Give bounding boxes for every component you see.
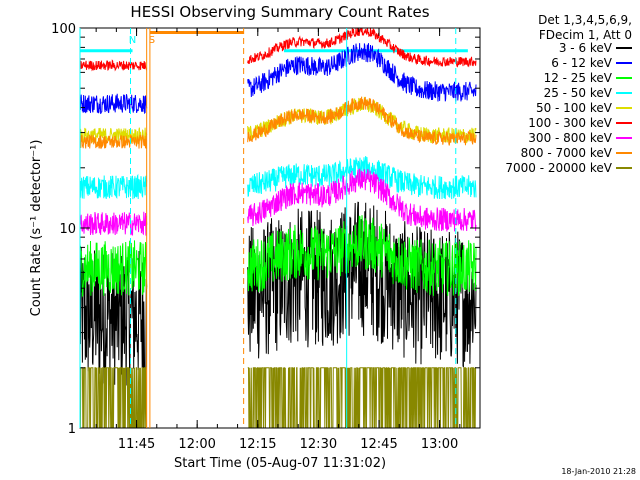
series-800-7000-kev-part-2 [247,96,477,146]
y-tick-label-1: 1 [68,422,76,437]
x-tick-label-4: 12:30 [300,437,337,452]
series-7000-20000-kev-part-1 [80,367,147,428]
legend-entry-6: 100 - 300 keV [528,116,612,130]
legend-entry-1: 3 - 6 keV [559,41,613,55]
y-axis-label: Count Rate (s⁻¹ detector⁻¹) [29,140,44,317]
series-3-6-kev-part-1 [80,247,148,387]
legend-entry-4: 25 - 50 keV [544,86,613,100]
legend-entry-7: 300 - 800 keV [528,131,612,145]
x-tick-label-1: 11:45 [118,437,155,452]
series-25-50-kev-part-1 [80,173,148,200]
axes: 11:45 12:00 12:15 12:30 12:45 13:00 1 10 100 [51,22,480,452]
y-tick-label-2: 10 [59,222,76,237]
series-300-800-kev-part-2 [247,168,477,232]
x-tick-label-5: 12:45 [360,437,397,452]
legend: Det 1,3,4,5,6,9, FDecim 1, Att 0 3 - 6 k… [505,13,632,175]
series-50-100-kev-part-1 [80,127,148,146]
legend-entry-2: 6 - 12 keV [551,56,613,70]
y-tick-label-3: 100 [51,22,76,37]
series-100-300-kev-part-1 [80,59,148,72]
series-100-300-kev-part-2 [247,28,477,68]
legend-header-line-1: Det 1,3,4,5,6,9, [538,13,632,27]
legend-entry-3: 12 - 25 keV [544,71,613,85]
chart-title: HESSI Observing Summary Count Rates [130,3,429,21]
legend-entry-9: 7000 - 20000 keV [505,161,612,175]
series-300-800-kev-part-1 [80,211,148,236]
series-25-50-kev-part-2 [247,155,477,200]
series-6-12-kev-part-1 [80,93,148,115]
x-axis-label: Start Time (05-Aug-07 11:31:02) [174,456,386,471]
series-12-25-kev-part-2 [247,215,477,297]
flag-label-s: S [149,35,155,46]
series-6-12-kev-part-2 [247,43,477,102]
series-12-25-kev-part-1 [80,240,148,298]
x-tick-label-3: 12:15 [239,437,276,452]
series-7000-20000-kev-part-2 [247,367,477,428]
plot-area [80,28,477,428]
legend-header-line-2: FDecim 1, Att 0 [539,28,632,42]
series-800-7000-kev-part-1 [80,134,148,150]
flag-label-n: N [129,35,136,46]
legend-entry-5: 50 - 100 keV [536,101,613,115]
timestamp: 18-Jan-2010 21:28 [561,467,636,476]
x-tick-label-6: 13:00 [421,437,458,452]
legend-entry-8: 800 - 7000 keV [521,146,613,160]
x-tick-label-2: 12:00 [178,437,215,452]
